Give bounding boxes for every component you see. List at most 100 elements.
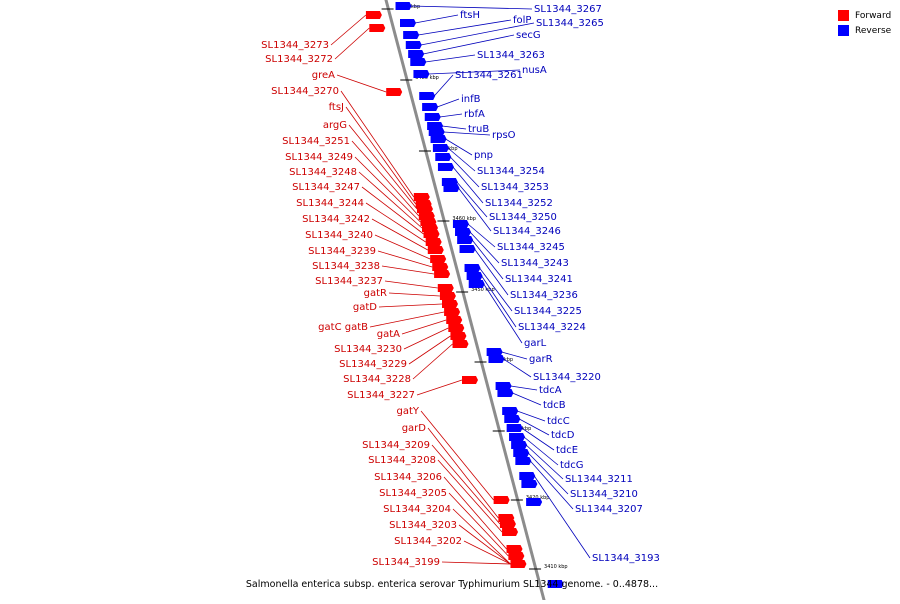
reverse-gene-label[interactable]: SL1344_3193 — [592, 553, 660, 564]
reverse-gene-label[interactable]: SL1344_3250 — [489, 212, 557, 223]
reverse-gene-label[interactable]: folP — [513, 15, 531, 26]
reverse-gene-label[interactable]: SL1344_3210 — [570, 489, 638, 500]
reverse-gene-feature[interactable] — [497, 389, 514, 397]
reverse-gene-label[interactable]: SL1344_3224 — [518, 322, 586, 333]
forward-gene-feature[interactable] — [416, 205, 433, 213]
forward-gene-label[interactable]: SL1344_3204 — [383, 504, 451, 515]
forward-gene-feature[interactable] — [510, 560, 527, 568]
forward-gene-label[interactable]: SL1344_3251 — [282, 136, 350, 147]
legend-reverse[interactable]: Reverse — [838, 23, 891, 38]
legend-forward[interactable]: Forward — [838, 8, 891, 23]
reverse-gene-feature[interactable] — [443, 184, 460, 192]
reverse-gene-label[interactable]: nusA — [522, 65, 547, 76]
forward-gene-feature[interactable] — [506, 545, 523, 553]
forward-gene-feature[interactable] — [508, 552, 525, 560]
reverse-gene-feature[interactable] — [437, 163, 454, 171]
forward-gene-label[interactable]: greA — [312, 70, 335, 81]
forward-gene-feature[interactable] — [446, 316, 463, 324]
forward-gene-label[interactable]: SL1344_3272 — [265, 54, 333, 65]
forward-gene-label[interactable]: SL1344_3244 — [296, 198, 364, 209]
forward-gene-label[interactable]: gatY — [396, 406, 419, 417]
reverse-gene-feature[interactable] — [466, 272, 483, 280]
reverse-gene-feature[interactable] — [428, 128, 445, 136]
reverse-gene-label[interactable]: SL1344_3241 — [505, 274, 573, 285]
forward-gene-label[interactable]: SL1344_3247 — [292, 182, 360, 193]
reverse-gene-label[interactable]: SL1344_3207 — [575, 504, 643, 515]
reverse-gene-label[interactable]: rpsO — [492, 130, 516, 141]
forward-gene-feature[interactable] — [462, 376, 479, 384]
reverse-gene-label[interactable]: rbfA — [464, 109, 485, 120]
reverse-gene-feature[interactable] — [422, 103, 439, 111]
reverse-gene-label[interactable]: SL1344_3252 — [485, 198, 553, 209]
reverse-gene-label[interactable]: SL1344_3263 — [477, 50, 545, 61]
reverse-gene-feature[interactable] — [486, 348, 503, 356]
forward-gene-label[interactable]: SL1344_3230 — [334, 344, 402, 355]
forward-gene-label[interactable]: SL1344_3240 — [305, 230, 373, 241]
forward-gene-label[interactable]: SL1344_3249 — [285, 152, 353, 163]
reverse-gene-label[interactable]: tdcE — [556, 445, 578, 456]
reverse-gene-feature[interactable] — [419, 92, 436, 100]
reverse-gene-feature[interactable] — [509, 433, 526, 441]
reverse-gene-feature[interactable] — [395, 2, 412, 10]
forward-gene-feature[interactable] — [413, 193, 430, 201]
reverse-gene-label[interactable]: SL1344_3254 — [477, 166, 545, 177]
forward-gene-label[interactable]: gatA — [377, 329, 400, 340]
forward-gene-label[interactable]: SL1344_3229 — [339, 359, 407, 370]
forward-gene-feature[interactable] — [386, 88, 403, 96]
reverse-gene-feature[interactable] — [430, 135, 447, 143]
reverse-gene-label[interactable]: SL1344_3243 — [501, 258, 569, 269]
reverse-gene-feature[interactable] — [464, 264, 481, 272]
forward-gene-feature[interactable] — [452, 340, 469, 348]
forward-gene-feature[interactable] — [502, 528, 519, 536]
reverse-gene-feature[interactable] — [515, 457, 532, 465]
forward-gene-label[interactable]: SL1344_3238 — [312, 261, 380, 272]
reverse-gene-label[interactable]: SL1344_3236 — [510, 290, 578, 301]
reverse-gene-feature[interactable] — [519, 472, 536, 480]
forward-gene-label[interactable]: SL1344_3199 — [372, 557, 440, 568]
reverse-gene-feature[interactable] — [452, 220, 469, 228]
forward-gene-feature[interactable] — [365, 11, 382, 19]
forward-gene-feature[interactable] — [425, 238, 442, 246]
reverse-gene-feature[interactable] — [405, 41, 422, 49]
reverse-gene-feature[interactable] — [457, 236, 474, 244]
reverse-gene-label[interactable]: tdcB — [543, 400, 566, 411]
forward-gene-feature[interactable] — [448, 324, 465, 332]
reverse-gene-feature[interactable] — [435, 153, 452, 161]
forward-gene-label[interactable]: SL1344_3203 — [389, 520, 457, 531]
reverse-gene-feature[interactable] — [413, 70, 430, 78]
forward-gene-label[interactable]: SL1344_3209 — [362, 440, 430, 451]
reverse-gene-feature[interactable] — [526, 498, 543, 506]
reverse-gene-feature[interactable] — [511, 441, 528, 449]
reverse-gene-feature[interactable] — [468, 280, 485, 288]
reverse-gene-feature[interactable] — [488, 355, 505, 363]
reverse-gene-label[interactable]: SL1344_3267 — [534, 4, 602, 15]
forward-gene-label[interactable]: SL1344_3242 — [302, 214, 370, 225]
forward-gene-feature[interactable] — [369, 24, 386, 32]
forward-gene-feature[interactable] — [432, 263, 449, 271]
reverse-gene-label[interactable]: tdcA — [539, 385, 562, 396]
reverse-gene-feature[interactable] — [400, 19, 417, 27]
reverse-gene-label[interactable]: tdcG — [560, 460, 584, 471]
reverse-gene-label[interactable]: SL1344_3261 — [455, 70, 523, 81]
forward-gene-feature[interactable] — [427, 246, 444, 254]
reverse-gene-feature[interactable] — [547, 580, 564, 588]
forward-gene-label[interactable]: SL1344_3273 — [261, 40, 329, 51]
reverse-gene-label[interactable]: tdcD — [551, 430, 575, 441]
reverse-gene-feature[interactable] — [432, 144, 449, 152]
reverse-gene-feature[interactable] — [459, 245, 476, 253]
reverse-gene-feature[interactable] — [504, 415, 521, 423]
reverse-gene-feature[interactable] — [424, 113, 441, 121]
reverse-gene-feature[interactable] — [408, 50, 425, 58]
forward-gene-label[interactable]: gatC gatB — [318, 322, 368, 333]
reverse-gene-label[interactable]: SL1344_3265 — [536, 18, 604, 29]
reverse-gene-feature[interactable] — [495, 382, 512, 390]
reverse-gene-label[interactable]: infB — [461, 94, 481, 105]
forward-gene-label[interactable]: SL1344_3239 — [308, 246, 376, 257]
reverse-gene-label[interactable]: garL — [524, 338, 547, 349]
forward-gene-label[interactable]: ftsJ — [329, 102, 344, 113]
reverse-gene-label[interactable]: SL1344_3246 — [493, 226, 561, 237]
reverse-gene-label[interactable]: SL1344_3245 — [497, 242, 565, 253]
forward-gene-label[interactable]: garD — [402, 423, 427, 434]
forward-gene-feature[interactable] — [444, 308, 461, 316]
reverse-gene-label[interactable]: truB — [468, 124, 489, 135]
